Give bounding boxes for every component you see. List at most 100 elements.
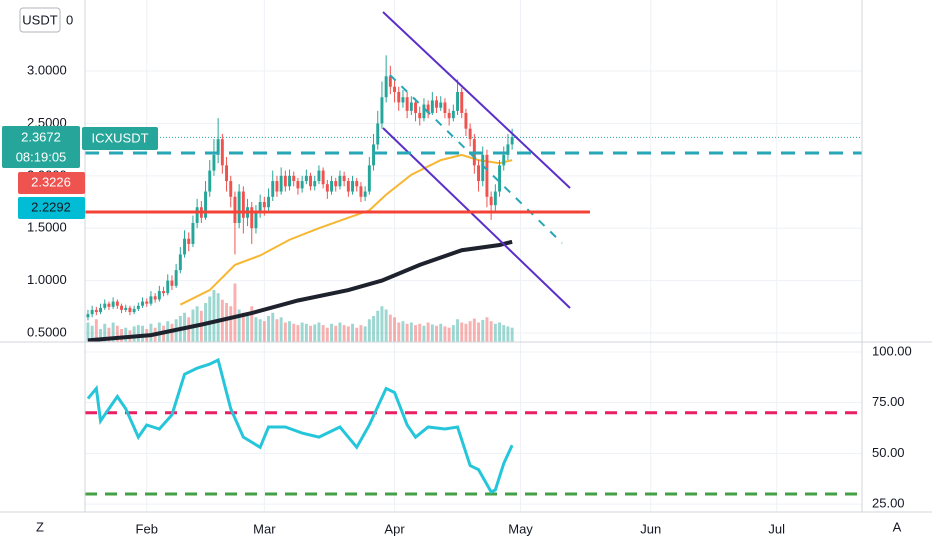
volume-bar: [132, 326, 136, 342]
volume-bar: [376, 310, 380, 342]
volume-bar: [229, 306, 233, 342]
x-tick-label: Feb: [136, 521, 158, 536]
candle-body: [141, 301, 145, 306]
candle-body: [304, 175, 308, 182]
candle-body: [128, 307, 132, 313]
volume-bar: [275, 319, 279, 342]
candle-body: [376, 123, 380, 145]
candle-body: [460, 91, 464, 113]
candle-body: [195, 207, 199, 223]
channel-line: [382, 127, 571, 309]
candle-body: [166, 280, 170, 294]
volume-bar: [330, 323, 334, 342]
candle-body: [178, 254, 182, 271]
price-tag: [18, 172, 85, 194]
volume-bar: [212, 290, 216, 342]
x-tick-label: May: [508, 521, 533, 536]
volume-bar: [493, 323, 497, 342]
candle-body: [317, 170, 321, 182]
candle-body: [355, 181, 359, 187]
symbol: ICXUSDT: [91, 130, 148, 145]
auto-scale-box[interactable]: [883, 515, 911, 541]
candle-body: [136, 305, 140, 309]
volume-bar: [107, 327, 111, 342]
volume-bar: [187, 317, 191, 342]
candle-body: [451, 110, 455, 119]
x-tick-label: Jul: [768, 521, 785, 536]
candle-body: [279, 175, 283, 192]
log-toggle-box[interactable]: [26, 515, 54, 541]
volume-bar: [317, 322, 321, 342]
candle-body: [422, 104, 426, 119]
volume-bar: [279, 317, 283, 342]
button-label[interactable]: Z: [36, 519, 44, 534]
volume-bar: [288, 321, 292, 342]
candle-body: [208, 170, 212, 192]
candle-body: [225, 165, 229, 182]
button-label[interactable]: A: [893, 519, 902, 534]
candle-body: [372, 144, 376, 166]
volume-bar: [262, 321, 266, 342]
volume-bar: [409, 322, 413, 342]
volume-bar: [250, 306, 254, 342]
y-tick-label: 0.5000: [27, 324, 67, 339]
volume-bar: [254, 317, 258, 342]
volume-bar: [342, 325, 346, 342]
candle-body: [90, 309, 94, 315]
volume-bar: [111, 322, 115, 342]
x-tick-label: Apr: [384, 521, 405, 536]
volume-bar: [300, 322, 304, 342]
last-price: 2.3672: [21, 129, 61, 144]
volume-bar: [136, 325, 140, 342]
volume-bar: [481, 319, 485, 342]
currency-box[interactable]: [19, 7, 61, 33]
candle-body: [430, 100, 434, 113]
candle-body: [115, 301, 119, 306]
candle-body: [325, 184, 329, 192]
candle-body: [254, 212, 258, 229]
candle-body: [187, 238, 191, 244]
y-tick-label: 1.5000: [27, 220, 67, 235]
candle-body: [388, 76, 392, 87]
candle-body: [401, 97, 405, 103]
candle-body: [309, 175, 313, 187]
volume-bar: [351, 323, 355, 342]
volume-bar: [338, 322, 342, 342]
candle-body: [132, 308, 136, 313]
candle-body: [510, 137, 514, 145]
candle-body: [267, 196, 271, 208]
candle-body: [183, 238, 187, 255]
drawings: [85, 11, 862, 309]
candle-body: [120, 305, 124, 310]
candle-body: [258, 202, 262, 213]
candle-body: [414, 102, 418, 113]
candle-body: [204, 191, 208, 218]
candle-body: [296, 181, 300, 189]
candle-body: [393, 86, 397, 92]
candle-body: [262, 202, 266, 208]
volume-bar: [267, 316, 271, 342]
volume-bar: [94, 319, 98, 342]
candle-body: [498, 165, 502, 192]
candle-body: [153, 296, 157, 300]
volume-bar: [418, 323, 422, 342]
volume-bar: [502, 325, 506, 342]
volume-bar: [271, 312, 275, 342]
volume-bar: [237, 309, 241, 342]
volume-bar: [90, 325, 94, 342]
x-tick-label: Mar: [253, 521, 276, 536]
volume-bar: [451, 325, 455, 342]
currency-suffix: 0: [66, 12, 73, 27]
candle-body: [124, 307, 128, 310]
candle-body: [103, 303, 107, 308]
candle-body: [220, 139, 224, 166]
volume-bar: [216, 293, 220, 342]
volume-bar: [246, 316, 250, 342]
volume-bar: [99, 329, 103, 342]
volume-bar: [380, 306, 384, 342]
price-tag: [18, 197, 85, 219]
volume-bar: [430, 324, 434, 342]
candle-body: [107, 303, 111, 307]
volume-bar: [283, 322, 287, 342]
candle-body: [481, 154, 485, 182]
